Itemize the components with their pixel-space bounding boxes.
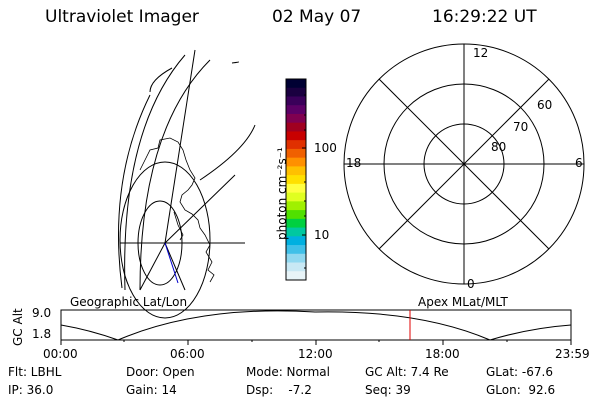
- app-title: Ultraviolet Imager: [45, 7, 199, 27]
- colorbar-band: [286, 122, 306, 132]
- polar-plot: [343, 43, 585, 285]
- colorbar-band: [286, 96, 306, 106]
- timeline-left-title: Geographic Lat/Lon: [70, 295, 188, 309]
- colorbar-frame: [285, 78, 307, 281]
- colorbar-band: [286, 245, 306, 255]
- colorbar-band: [286, 210, 306, 220]
- colorbar-band: [286, 166, 306, 176]
- polar-label-60: 60: [537, 98, 553, 112]
- colorbar-band: [286, 175, 306, 185]
- colorbar-band: [286, 201, 306, 211]
- colorbar-band: [286, 227, 306, 237]
- timeline-tick-label: 23:59: [555, 347, 590, 361]
- polar-label-0: 0: [467, 277, 475, 291]
- altitude-curve: [60, 310, 572, 341]
- colorbar-band: [286, 87, 306, 97]
- colorbar-band: [286, 148, 306, 159]
- colorbar-tick-10: 10: [314, 228, 330, 242]
- info-seq: Seq: 39: [365, 383, 411, 397]
- info-ip: IP: 36.0: [8, 383, 54, 397]
- timeline-y-axis-label: GC Alt: [11, 308, 25, 346]
- info-glon: GLon: 92.6: [486, 383, 556, 397]
- colorbar-band: [286, 79, 306, 89]
- timeline-y-top: 9.0: [32, 306, 52, 320]
- colorbar-band: [286, 105, 306, 115]
- info-gc-alt: GC Alt: 7.4 Re: [365, 365, 449, 379]
- colorbar-band: [286, 140, 306, 150]
- info-dsp: Dsp: -7.2: [246, 383, 312, 397]
- colorbar-band: [286, 113, 306, 124]
- timeline-y-bottom: 1.8: [32, 327, 52, 341]
- colorbar-band: [286, 271, 306, 281]
- info-door: Door: Open: [126, 365, 195, 379]
- timeline-tick-marks: [60, 340, 572, 345]
- colorbar-band: [286, 192, 306, 202]
- colorbar-band: [286, 218, 306, 229]
- colorbar-band: [286, 183, 306, 194]
- colorbar-tick-marks: [302, 94, 306, 269]
- timeline-plot: [60, 309, 572, 345]
- info-gain: Gain: 14: [126, 383, 177, 397]
- polar-label-18: 18: [346, 156, 362, 170]
- date-label: 02 May 07: [272, 7, 362, 27]
- timeline-tick-label: 06:00: [170, 347, 205, 361]
- colorbar-band: [286, 236, 306, 246]
- polar-label-80: 80: [491, 140, 507, 154]
- info-filter: Flt: LBHL: [8, 365, 62, 379]
- timeline-tick-label: 18:00: [425, 347, 460, 361]
- colorbar-band: [286, 157, 306, 167]
- timeline-tick-label: 12:00: [298, 347, 333, 361]
- time-label: 16:29:22 UT: [432, 7, 537, 27]
- polar-label-6: 6: [575, 156, 583, 170]
- polar-label-70: 70: [513, 120, 529, 134]
- polar-label-12: 12: [473, 46, 489, 60]
- colorbar-band: [286, 253, 306, 264]
- colorbar-unit-label: photon cm⁻²s⁻¹: [275, 147, 289, 240]
- info-glat: GLat: -67.6: [486, 365, 553, 379]
- colorbar: [286, 79, 306, 281]
- colorbar-tick-100: 100: [314, 141, 337, 155]
- info-mode: Mode: Normal: [246, 365, 330, 379]
- timeline-tick-label: 00:00: [43, 347, 78, 361]
- colorbar-band: [286, 262, 306, 272]
- timeline-right-title: Apex MLat/MLT: [418, 295, 508, 309]
- colorbar-band: [286, 131, 306, 141]
- geographic-map: [118, 49, 256, 319]
